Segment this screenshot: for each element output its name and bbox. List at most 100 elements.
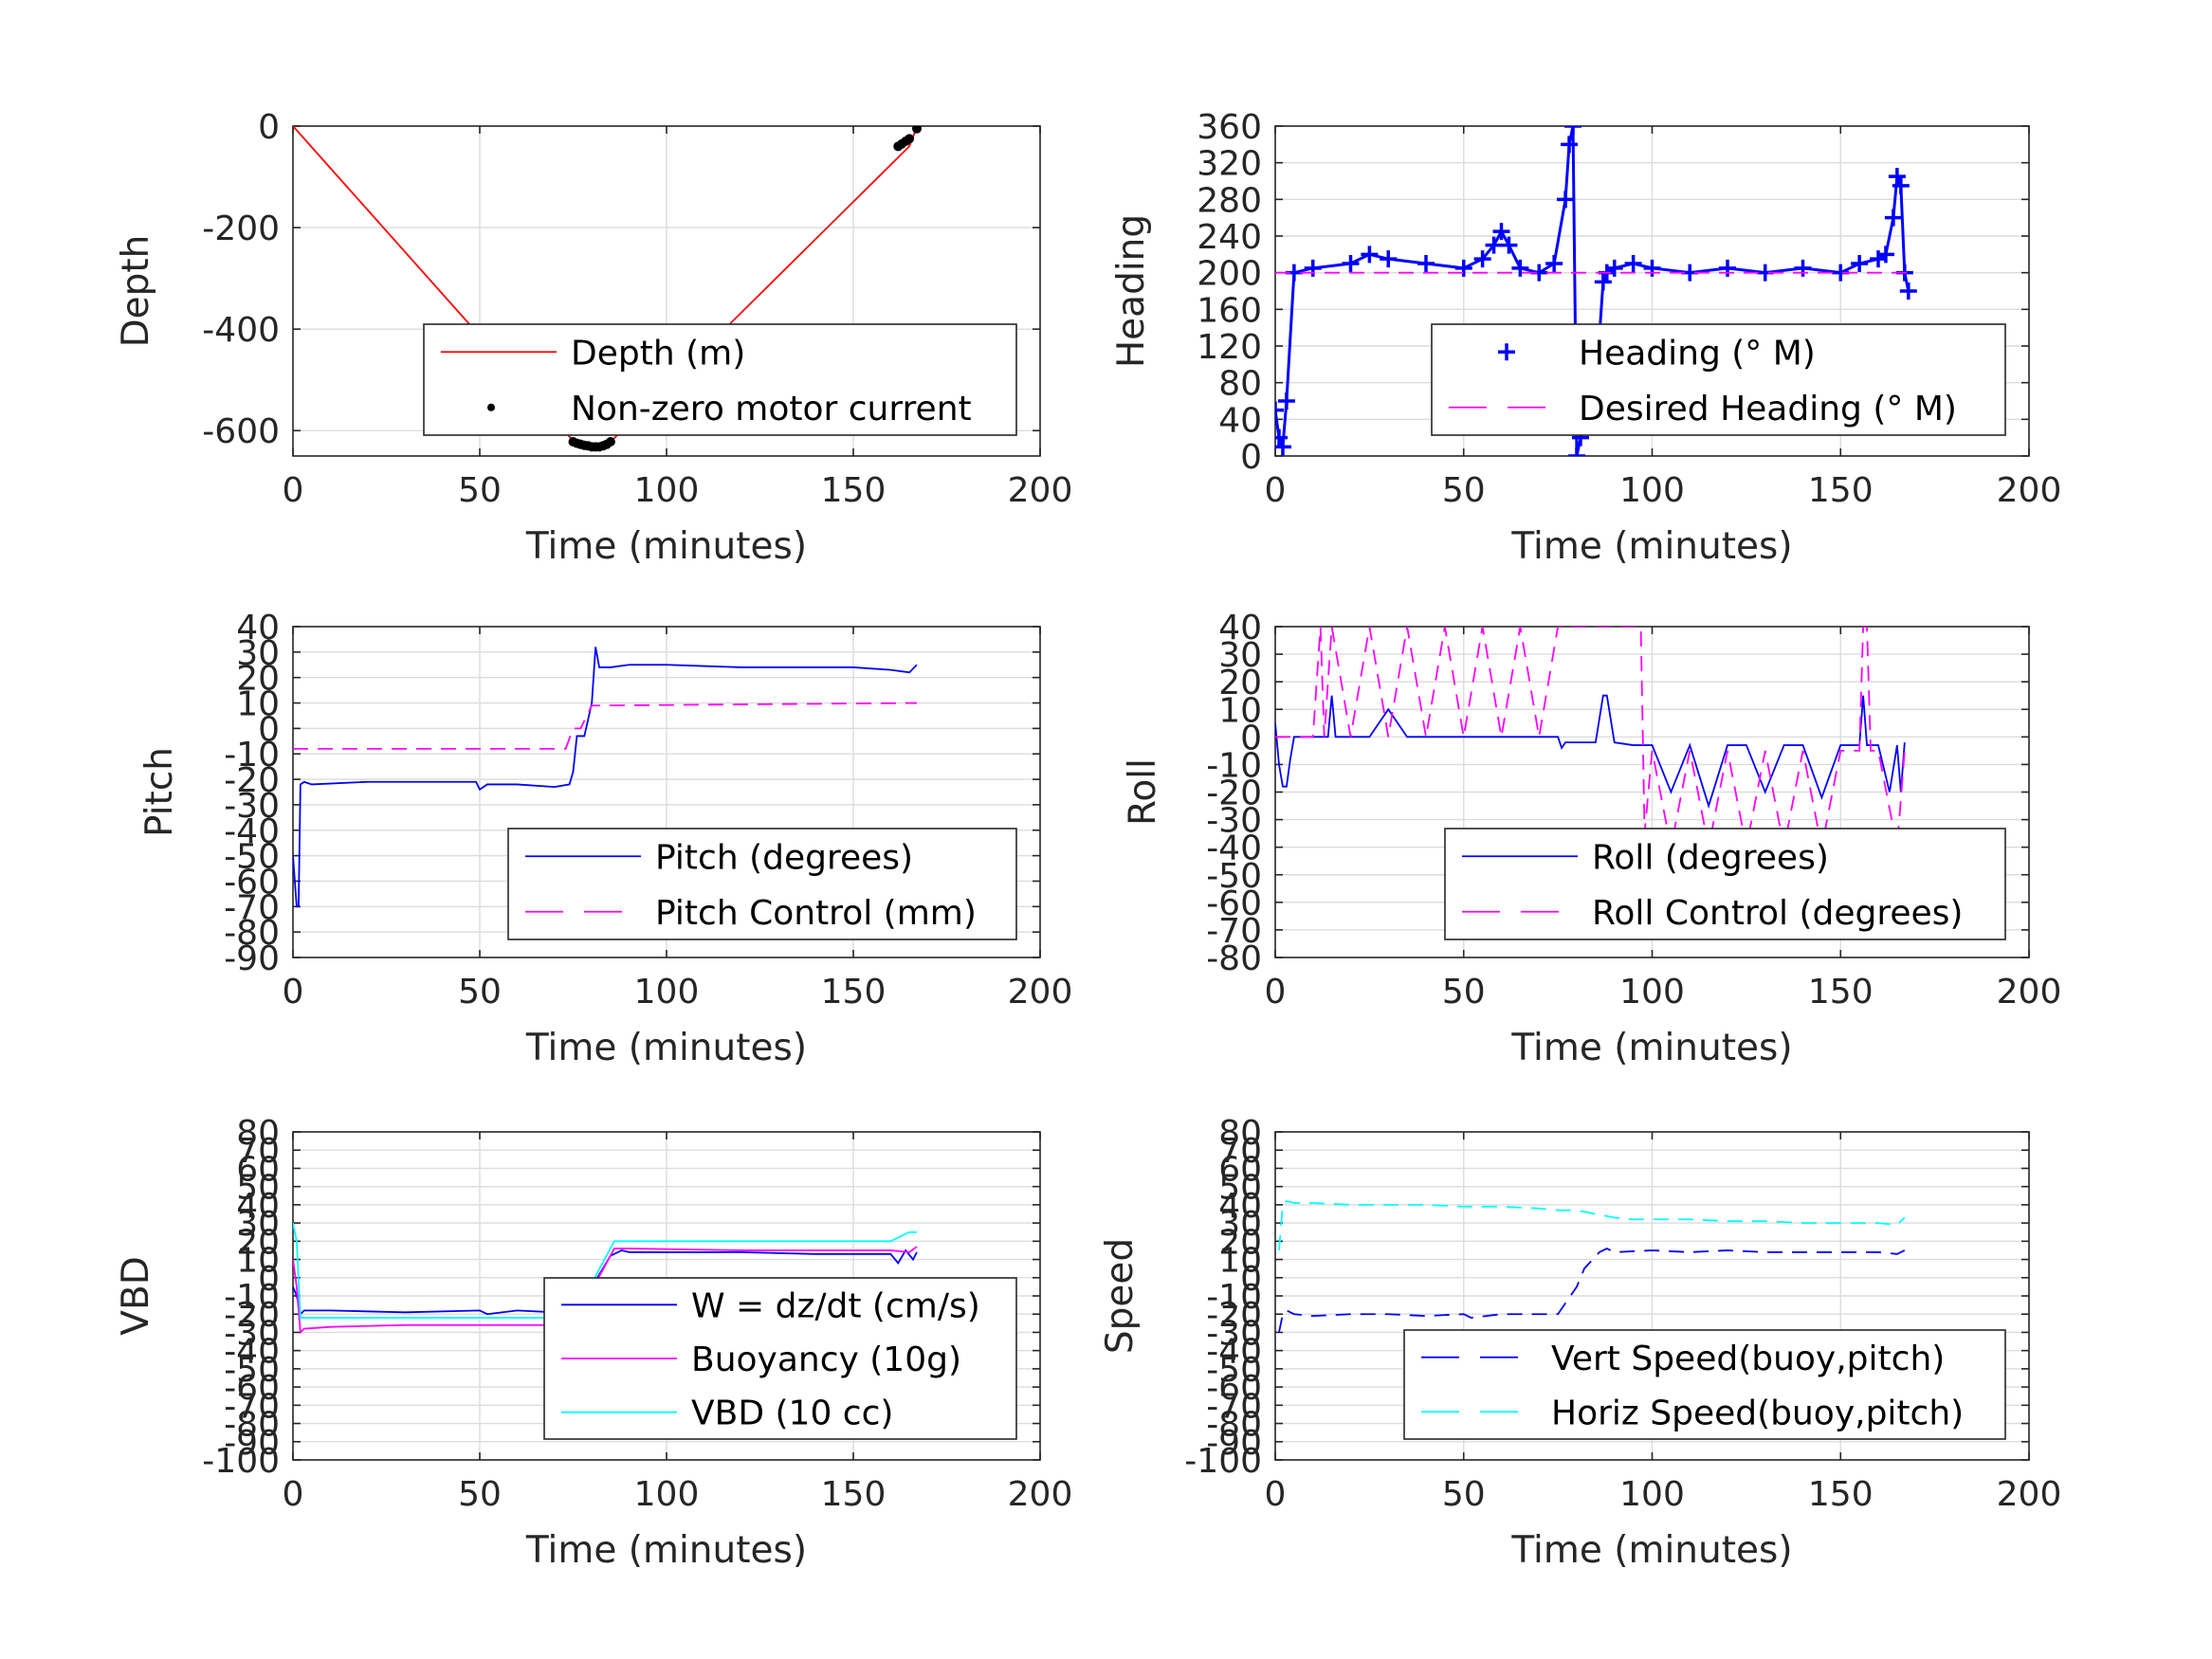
series-layer [1275, 627, 1906, 848]
data-point [1511, 259, 1529, 277]
y-tick-label: 160 [1197, 291, 1262, 330]
x-tick-label: 50 [1442, 973, 1486, 1012]
y-tick-label: -30 [1206, 802, 1262, 841]
data-point [1275, 428, 1288, 447]
x-tick-label: 200 [1997, 471, 2062, 510]
data-point [1888, 168, 1906, 186]
y-tick-label: -80 [224, 914, 280, 953]
x-axis-label: Time (minutes) [525, 525, 807, 568]
data-point [1884, 209, 1902, 227]
y-tick-label: 20 [236, 660, 280, 699]
y-tick-label: -20 [1206, 775, 1262, 813]
x-tick-label: 200 [1997, 973, 2062, 1012]
y-tick-label: 0 [1240, 719, 1262, 757]
x-tick-label: 50 [1442, 471, 1486, 510]
data-point [1545, 255, 1563, 272]
data-point [1473, 250, 1491, 268]
legend-label: Heading (° M) [1579, 334, 1816, 373]
y-tick-label: -40 [224, 1333, 280, 1372]
legend-swatch [1498, 343, 1515, 361]
x-axis-label: Time (minutes) [1510, 525, 1792, 568]
y-tick-label: 70 [236, 1132, 280, 1171]
series-layer [293, 647, 918, 908]
y-tick-label: 0 [258, 1260, 280, 1299]
x-tick-label: 0 [283, 973, 304, 1012]
legend-label: Vert Speed(buoy,pitch) [1551, 1340, 1945, 1378]
x-tick-label: 100 [1619, 973, 1685, 1012]
data-point [1605, 259, 1623, 277]
x-tick-label: 150 [1808, 471, 1874, 510]
y-tick-label: 20 [236, 1223, 280, 1262]
y-tick-label: -100 [1184, 1442, 1262, 1481]
y-tick-label: -40 [1206, 830, 1262, 868]
y-tick-label: 20 [1218, 664, 1262, 702]
y-tick-label: -100 [202, 1442, 280, 1481]
chart-panel-6: 0 50 100 150 20080706050403020100-10-20-30-4… [1099, 1114, 2061, 1572]
y-tick-label: 50 [1218, 1169, 1262, 1208]
y-tick-label: -80 [1206, 1406, 1262, 1445]
y-tick-label: 10 [1218, 1242, 1262, 1281]
x-tick-label: 200 [1008, 1475, 1073, 1514]
legend: Roll (degrees) Roll Control (degrees) [1444, 828, 2006, 940]
y-tick-label: 80 [1218, 1114, 1262, 1153]
y-tick-label: 60 [236, 1150, 280, 1189]
y-tick-label: -90 [224, 1424, 280, 1463]
data-point [1485, 236, 1503, 254]
y-tick-label: 10 [236, 685, 280, 724]
y-tick-label: -60 [224, 863, 280, 902]
legend-box [1431, 323, 2006, 436]
x-tick-label: 100 [634, 471, 700, 510]
legend-label: Horiz Speed(buoy,pitch) [1551, 1394, 1964, 1432]
y-axis-label: Heading [1110, 214, 1153, 368]
y-tick-label: -40 [1206, 1333, 1262, 1372]
y-tick-label: 80 [1218, 365, 1262, 404]
y-tick-label: -20 [1206, 1296, 1262, 1335]
y-tick-label: -30 [224, 1314, 280, 1353]
legend-box [507, 828, 1017, 940]
y-tick-label: 0 [258, 108, 280, 147]
data-point [1275, 438, 1291, 456]
y-tick-label: -80 [224, 1406, 280, 1445]
series-2-line [1275, 627, 1906, 848]
x-tick-label: 100 [1619, 471, 1685, 510]
y-tick-label: 20 [1218, 1223, 1262, 1262]
y-tick-label: -30 [224, 787, 280, 826]
y-tick-label: -50 [1206, 1351, 1262, 1390]
y-axis-label: Pitch [138, 747, 181, 837]
y-tick-label: 10 [1218, 691, 1262, 730]
y-tick-label: -10 [1206, 746, 1262, 785]
series-layer [293, 126, 922, 452]
data-point [1794, 259, 1812, 277]
y-tick-label: -10 [224, 736, 280, 775]
y-tick-label: 40 [236, 609, 280, 647]
y-tick-label: -50 [224, 1351, 280, 1390]
y-tick-label: -10 [224, 1278, 280, 1317]
y-axis-label: Roll [1122, 758, 1164, 826]
legend: Pitch (degrees) Pitch Control (mm) [507, 828, 1017, 940]
x-tick-label: 150 [1808, 973, 1874, 1012]
y-tick-label: 30 [1218, 1205, 1262, 1244]
series-1-line [293, 647, 918, 908]
y-tick-label: 40 [1218, 401, 1262, 440]
data-point [1380, 250, 1398, 268]
data-point [905, 134, 915, 144]
data-point [605, 437, 615, 447]
legend: Vert Speed(buoy,pitch) Horiz Speed(buoy,p… [1403, 1329, 2006, 1440]
legend-label: VBD (10 cc) [691, 1395, 893, 1433]
data-point [1492, 223, 1510, 241]
x-axis-label: Time (minutes) [525, 1529, 807, 1572]
y-tick-label: -40 [224, 812, 280, 851]
series-1-line [1278, 1248, 1906, 1333]
x-axis-label: Time (minutes) [1510, 1529, 1792, 1572]
data-point [1304, 259, 1322, 277]
data-point [1454, 259, 1472, 277]
y-tick-label: 30 [236, 1205, 280, 1244]
x-tick-label: 100 [1619, 1475, 1685, 1514]
y-tick-label: -50 [224, 838, 280, 877]
y-tick-label: 50 [236, 1169, 280, 1208]
x-tick-label: 50 [1442, 1475, 1486, 1514]
y-axis-label: VBD [115, 1256, 157, 1335]
y-tick-label: -70 [224, 888, 280, 927]
legend-label: Desired Heading (° M) [1579, 390, 1957, 428]
